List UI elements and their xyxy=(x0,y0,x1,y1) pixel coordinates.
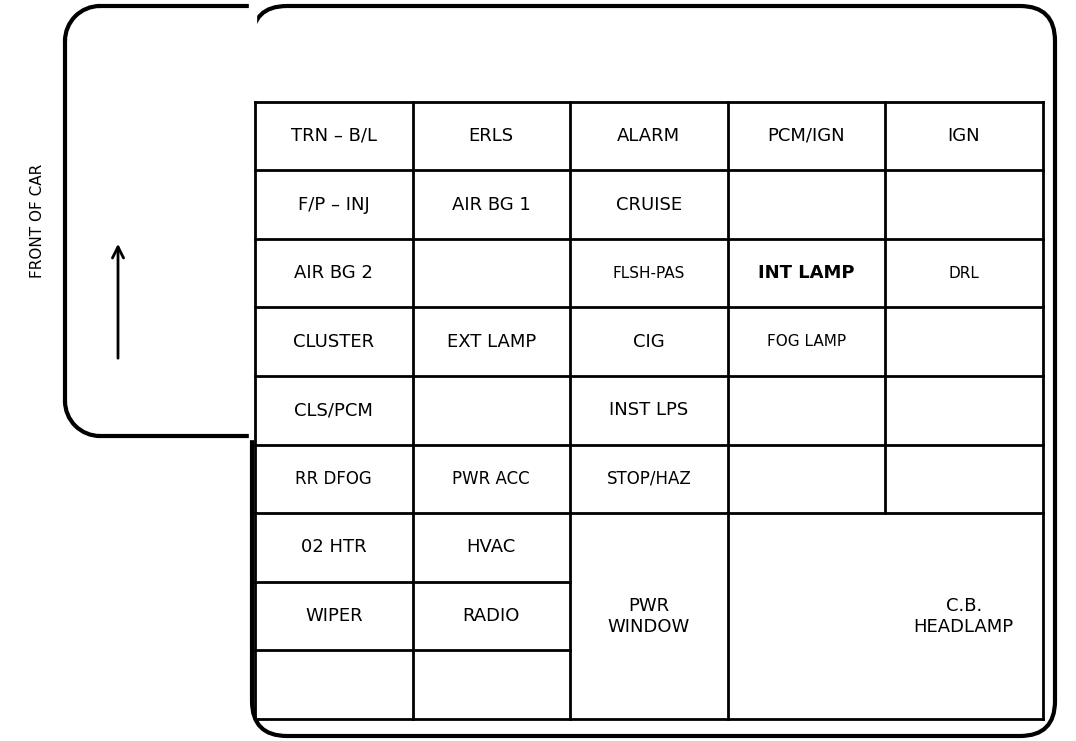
Text: STOP/HAZ: STOP/HAZ xyxy=(607,470,691,488)
Text: CIG: CIG xyxy=(633,333,665,350)
Text: FOG LAMP: FOG LAMP xyxy=(767,334,846,349)
Text: RADIO: RADIO xyxy=(463,607,520,625)
Text: PWR
WINDOW: PWR WINDOW xyxy=(608,597,690,636)
Text: FRONT OF CAR: FRONT OF CAR xyxy=(30,164,45,278)
Text: WIPER: WIPER xyxy=(305,607,363,625)
Text: AIR BG 2: AIR BG 2 xyxy=(295,264,373,282)
Text: INST LPS: INST LPS xyxy=(609,402,689,419)
Text: RR DFOG: RR DFOG xyxy=(296,470,372,488)
Text: CLS/PCM: CLS/PCM xyxy=(295,402,373,419)
FancyBboxPatch shape xyxy=(65,6,253,436)
Text: TRN – B/L: TRN – B/L xyxy=(291,127,377,145)
Text: PCM/IGN: PCM/IGN xyxy=(767,127,845,145)
Text: ALARM: ALARM xyxy=(618,127,680,145)
Text: PWR ACC: PWR ACC xyxy=(452,470,530,488)
Text: HVAC: HVAC xyxy=(467,539,515,556)
Text: F/P – INJ: F/P – INJ xyxy=(298,196,370,213)
Text: EXT LAMP: EXT LAMP xyxy=(447,333,536,350)
Text: CRUISE: CRUISE xyxy=(615,196,682,213)
Text: IGN: IGN xyxy=(948,127,980,145)
Text: INT LAMP: INT LAMP xyxy=(758,264,854,282)
FancyBboxPatch shape xyxy=(252,6,1054,736)
Text: DRL: DRL xyxy=(948,265,979,281)
Text: C.B.
HEADLAMP: C.B. HEADLAMP xyxy=(914,597,1014,636)
Text: ERLS: ERLS xyxy=(469,127,514,145)
Text: 02 HTR: 02 HTR xyxy=(301,539,367,556)
Text: FLSH-PAS: FLSH-PAS xyxy=(612,265,685,281)
Text: AIR BG 1: AIR BG 1 xyxy=(452,196,530,213)
Text: CLUSTER: CLUSTER xyxy=(293,333,374,350)
